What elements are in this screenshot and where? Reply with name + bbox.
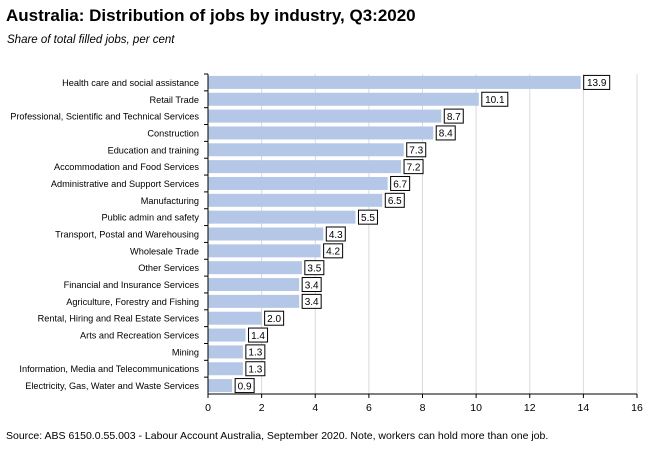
- bar: [208, 311, 262, 325]
- x-tick-label: 4: [312, 402, 318, 414]
- data-label: 8.7: [447, 112, 461, 123]
- x-tick-label: 12: [524, 402, 536, 414]
- x-tick-label: 14: [578, 402, 590, 414]
- category-label: Public admin and safety: [101, 213, 199, 223]
- bar: [208, 109, 442, 123]
- data-label-box: [301, 277, 322, 293]
- chart-subtitle: Share of total filled jobs, per cent: [7, 34, 175, 46]
- data-label-box: [406, 142, 427, 158]
- data-label-box: [304, 260, 325, 276]
- data-label: 1.3: [248, 365, 262, 376]
- data-label: 7.3: [409, 146, 423, 157]
- category-label: Electricity, Gas, Water and Waste Servic…: [25, 381, 199, 391]
- bar: [208, 345, 243, 359]
- category-label: Arts and Recreation Services: [80, 331, 199, 341]
- data-label: 3.5: [307, 263, 321, 274]
- bar: [208, 193, 383, 207]
- data-label: 3.4: [305, 280, 319, 291]
- x-tick-label: 6: [366, 402, 372, 414]
- data-label-box: [325, 226, 346, 242]
- category-label: Financial and Insurance Services: [64, 280, 200, 290]
- bar: [208, 379, 233, 393]
- data-label: 6.5: [388, 196, 402, 207]
- data-label: 1.4: [251, 331, 265, 342]
- data-label-box: [248, 327, 269, 343]
- category-label: Manufacturing: [141, 196, 199, 206]
- category-label: Retail Trade: [149, 95, 199, 105]
- category-label: Education and training: [108, 145, 199, 155]
- bar: [208, 362, 243, 376]
- bar: [208, 210, 356, 224]
- category-label: Rental, Hiring and Real Estate Services: [38, 314, 200, 324]
- data-label-box: [245, 361, 266, 377]
- x-tick-label: 10: [470, 402, 482, 414]
- source-note: Source: ABS 6150.0.55.003 - Labour Accou…: [6, 430, 549, 442]
- bar: [208, 244, 321, 258]
- bar: [208, 328, 246, 342]
- category-label: Other Services: [138, 263, 199, 273]
- x-tick-label: 8: [420, 402, 426, 414]
- x-tick-label: 2: [259, 402, 265, 414]
- category-label: Agriculture, Forestry and Fishing: [66, 297, 199, 307]
- x-tick-label: 16: [631, 402, 643, 414]
- data-label-box: [403, 159, 424, 175]
- bar: [208, 160, 402, 174]
- bar: [208, 278, 300, 292]
- data-label-box: [301, 293, 322, 309]
- data-label-box: [234, 378, 255, 394]
- bar: [208, 143, 404, 157]
- data-label-box: [481, 91, 509, 107]
- data-label-box: [384, 192, 405, 208]
- data-label: 7.2: [407, 162, 421, 173]
- data-label-box: [357, 209, 378, 225]
- data-label: 4.3: [329, 230, 343, 241]
- data-label-box: [264, 310, 285, 326]
- category-label: Health care and social assistance: [62, 78, 199, 88]
- category-label: Transport, Postal and Warehousing: [55, 230, 199, 240]
- x-tick-label: 0: [205, 402, 211, 414]
- data-label: 10.1: [485, 95, 505, 106]
- category-label: Wholesale Trade: [130, 246, 199, 256]
- category-label: Mining: [172, 347, 199, 357]
- chart-title: Australia: Distribution of jobs by indus…: [6, 6, 416, 25]
- data-label-box: [435, 125, 456, 141]
- bar: [208, 75, 581, 89]
- data-label: 8.4: [439, 129, 453, 140]
- category-label: Administrative and Support Services: [51, 179, 199, 189]
- data-label: 13.9: [587, 78, 607, 89]
- bar: [208, 294, 300, 308]
- data-label: 2.0: [267, 314, 281, 325]
- data-label: 1.3: [248, 348, 262, 359]
- data-label: 4.2: [326, 247, 340, 258]
- data-label-box: [390, 175, 411, 191]
- bar: [208, 126, 434, 140]
- bar: [208, 227, 324, 241]
- bar: [208, 176, 388, 190]
- bar: [208, 92, 479, 106]
- category-label: Construction: [147, 128, 199, 138]
- data-label-box: [245, 344, 266, 360]
- data-label-box: [583, 74, 611, 90]
- bar: [208, 261, 302, 275]
- category-label: Professional, Scientific and Technical S…: [10, 112, 199, 122]
- data-label-box: [323, 243, 344, 259]
- data-label: 3.4: [305, 297, 319, 308]
- category-label: Information, Media and Telecommunication…: [19, 364, 199, 374]
- data-label: 0.9: [238, 381, 252, 392]
- data-label: 6.7: [393, 179, 407, 190]
- data-label: 5.5: [361, 213, 375, 224]
- data-label-box: [443, 108, 464, 124]
- category-label: Accommodation and Food Services: [54, 162, 199, 172]
